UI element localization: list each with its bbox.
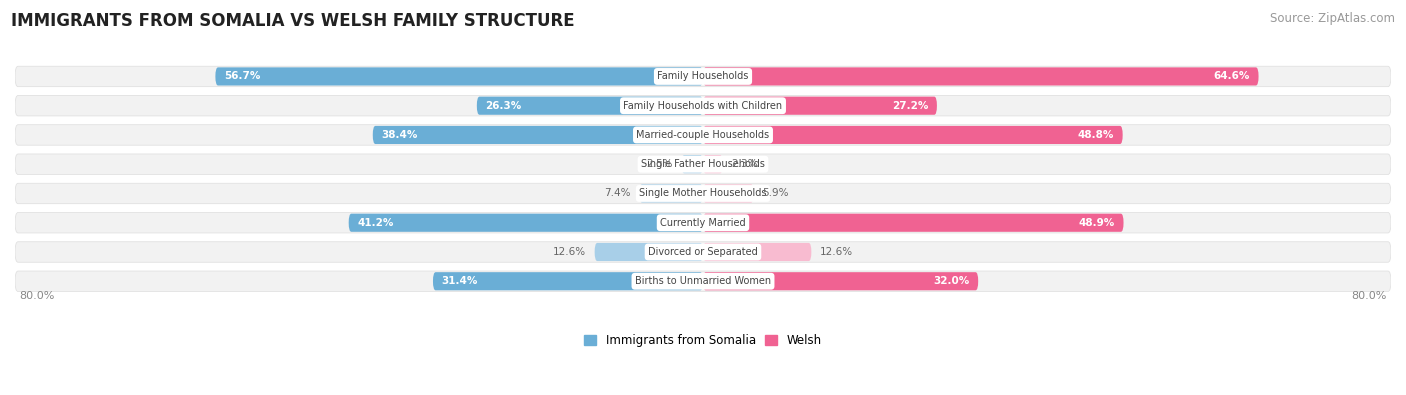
FancyBboxPatch shape — [15, 183, 1391, 204]
Text: Currently Married: Currently Married — [661, 218, 745, 228]
Text: 12.6%: 12.6% — [820, 247, 853, 257]
FancyBboxPatch shape — [703, 155, 723, 173]
FancyBboxPatch shape — [15, 242, 1391, 262]
Text: Family Households with Children: Family Households with Children — [623, 101, 783, 111]
Text: 56.7%: 56.7% — [224, 71, 260, 81]
Text: 64.6%: 64.6% — [1213, 71, 1250, 81]
FancyBboxPatch shape — [477, 97, 703, 115]
Text: 12.6%: 12.6% — [553, 247, 586, 257]
Text: 48.9%: 48.9% — [1078, 218, 1115, 228]
FancyBboxPatch shape — [640, 184, 703, 203]
Text: 5.9%: 5.9% — [762, 188, 789, 198]
FancyBboxPatch shape — [215, 68, 703, 85]
FancyBboxPatch shape — [433, 272, 703, 290]
FancyBboxPatch shape — [703, 214, 1123, 232]
FancyBboxPatch shape — [703, 97, 936, 115]
Text: 27.2%: 27.2% — [891, 101, 928, 111]
Text: 80.0%: 80.0% — [20, 291, 55, 301]
Text: 7.4%: 7.4% — [605, 188, 631, 198]
Text: Family Households: Family Households — [658, 71, 748, 81]
FancyBboxPatch shape — [703, 272, 979, 290]
FancyBboxPatch shape — [15, 154, 1391, 175]
Text: 48.8%: 48.8% — [1078, 130, 1114, 140]
FancyBboxPatch shape — [15, 271, 1391, 292]
Text: IMMIGRANTS FROM SOMALIA VS WELSH FAMILY STRUCTURE: IMMIGRANTS FROM SOMALIA VS WELSH FAMILY … — [11, 12, 575, 30]
Text: Married-couple Households: Married-couple Households — [637, 130, 769, 140]
Text: 41.2%: 41.2% — [357, 218, 394, 228]
FancyBboxPatch shape — [373, 126, 703, 144]
Text: 2.5%: 2.5% — [647, 159, 673, 169]
Text: Births to Unmarried Women: Births to Unmarried Women — [636, 276, 770, 286]
FancyBboxPatch shape — [15, 66, 1391, 87]
Text: 80.0%: 80.0% — [1351, 291, 1386, 301]
FancyBboxPatch shape — [15, 125, 1391, 145]
Text: Source: ZipAtlas.com: Source: ZipAtlas.com — [1270, 12, 1395, 25]
Text: Single Mother Households: Single Mother Households — [640, 188, 766, 198]
FancyBboxPatch shape — [15, 213, 1391, 233]
FancyBboxPatch shape — [703, 243, 811, 261]
Text: 32.0%: 32.0% — [934, 276, 970, 286]
FancyBboxPatch shape — [703, 68, 1258, 85]
Text: 26.3%: 26.3% — [485, 101, 522, 111]
Text: 38.4%: 38.4% — [381, 130, 418, 140]
FancyBboxPatch shape — [703, 126, 1122, 144]
Text: Single Father Households: Single Father Households — [641, 159, 765, 169]
FancyBboxPatch shape — [682, 155, 703, 173]
Text: Divorced or Separated: Divorced or Separated — [648, 247, 758, 257]
FancyBboxPatch shape — [15, 96, 1391, 116]
Text: 31.4%: 31.4% — [441, 276, 478, 286]
Text: 2.3%: 2.3% — [731, 159, 758, 169]
Legend: Immigrants from Somalia, Welsh: Immigrants from Somalia, Welsh — [579, 329, 827, 352]
FancyBboxPatch shape — [349, 214, 703, 232]
FancyBboxPatch shape — [595, 243, 703, 261]
FancyBboxPatch shape — [703, 184, 754, 203]
